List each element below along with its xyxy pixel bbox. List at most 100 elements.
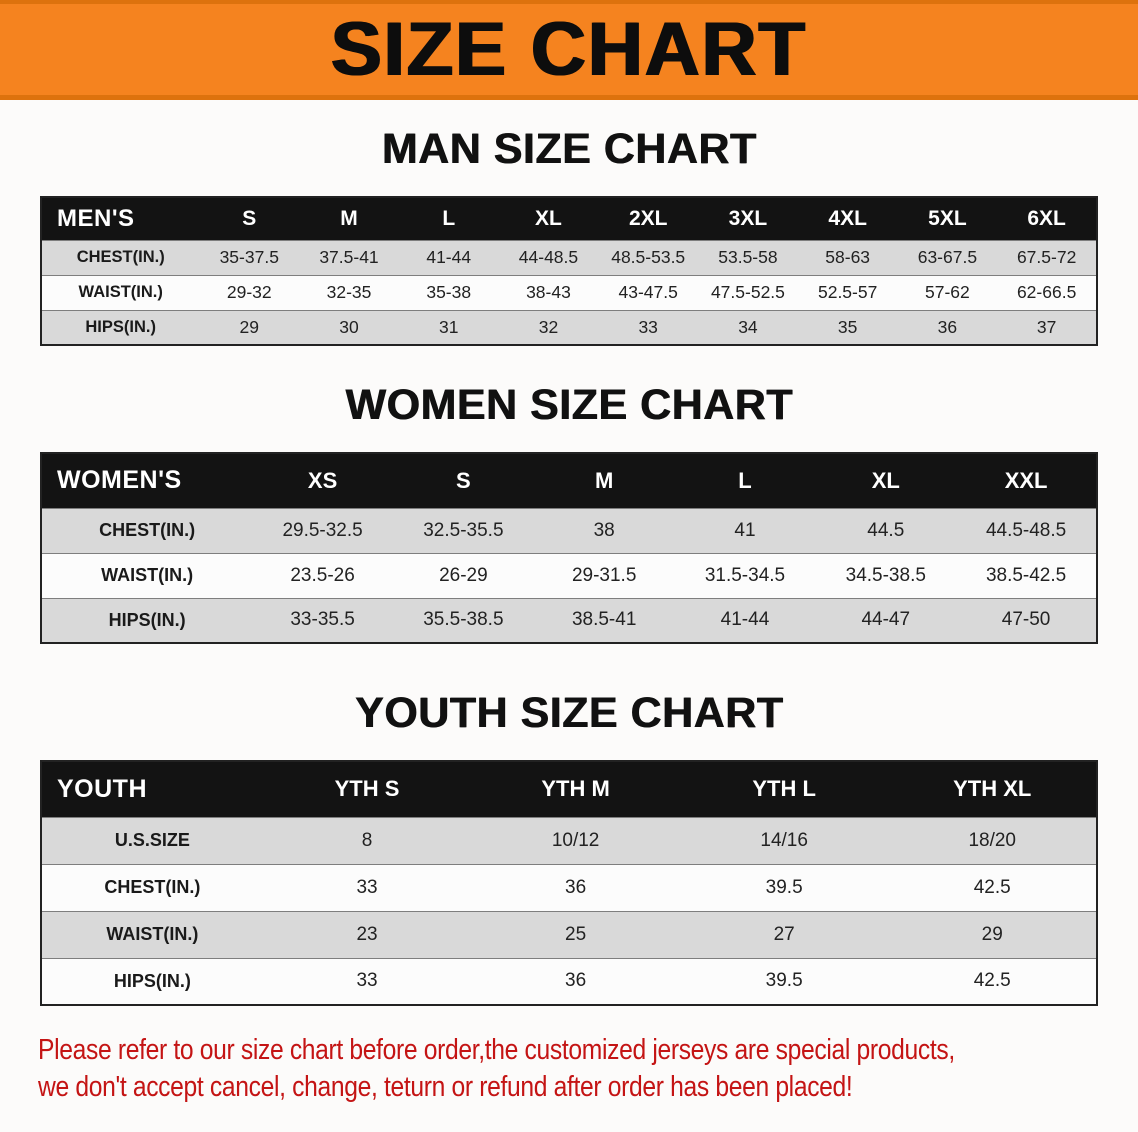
table-title-cell: WOMEN'S bbox=[57, 466, 182, 495]
table-row: CHEST(IN.) 35-37.5 37.5-41 41-44 44-48.5 48.5… bbox=[41, 239, 1097, 275]
value-cell: 35.5-38.5 bbox=[392, 597, 534, 643]
value-cell: 39.5 bbox=[679, 863, 889, 911]
row-label-cell: HIPS(IN.) bbox=[41, 309, 200, 345]
value-cell: 38 bbox=[533, 507, 675, 553]
size-header-cell: M bbox=[340, 206, 358, 230]
table-row: HIPS(IN.) 29 30 31 32 33 34 35 36 37 bbox=[41, 309, 1097, 345]
value-cell: 33 bbox=[262, 863, 472, 911]
table-title-cell: MEN'S bbox=[57, 204, 135, 232]
row-label-cell: HIPS(IN.) bbox=[41, 957, 263, 1005]
value-cell: 36 bbox=[471, 863, 680, 911]
value-cell: 31 bbox=[398, 309, 499, 345]
value-cell: 36 bbox=[471, 957, 680, 1005]
size-header-cell: 6XL bbox=[1027, 206, 1066, 230]
size-header-cell: XL bbox=[535, 206, 562, 230]
value-cell: 34 bbox=[698, 309, 798, 345]
value-cell: 31.5-34.5 bbox=[674, 552, 816, 598]
womens-size-table: WOMEN'S XS S M L XL XXL CHEST(IN.) 29.5-32.5 32.5… bbox=[40, 452, 1098, 644]
men-section-heading: MAN SIZE CHART bbox=[381, 125, 757, 173]
value-cell: 47-50 bbox=[956, 597, 1097, 643]
disclaimer-line-1: Please refer to our size chart before or… bbox=[38, 1034, 955, 1066]
value-cell: 23.5-26 bbox=[252, 552, 393, 598]
size-header-cell: 3XL bbox=[728, 206, 768, 230]
size-header-cell: 5XL bbox=[928, 206, 967, 230]
page-title: SIZE CHART bbox=[331, 6, 807, 92]
value-cell: 35-37.5 bbox=[199, 239, 300, 275]
row-label-cell: CHEST(IN.) bbox=[41, 507, 253, 553]
size-header-cell: XXL bbox=[1004, 467, 1048, 493]
value-cell: 62-66.5 bbox=[997, 274, 1097, 310]
size-header-cell: XL bbox=[871, 467, 900, 493]
value-cell: 29-31.5 bbox=[533, 552, 675, 598]
value-cell: 30 bbox=[299, 309, 399, 345]
value-cell: 41-44 bbox=[674, 597, 816, 643]
row-label-cell: WAIST(IN.) bbox=[41, 274, 200, 310]
value-cell: 37.5-41 bbox=[299, 239, 399, 275]
value-cell: 52.5-57 bbox=[797, 274, 898, 310]
disclaimer-line-2: we don't accept cancel, change, teturn o… bbox=[38, 1070, 853, 1103]
table-header-row: YOUTH YTH S YTH M YTH L YTH XL bbox=[41, 761, 1097, 817]
section-men: MAN SIZE CHART MEN'S S M L XL 2XL 3XL 4XL 5XL 6XL… bbox=[0, 128, 1138, 346]
value-cell: 33 bbox=[598, 309, 699, 345]
table-row: WAIST(IN.) 23.5-26 26-29 29-31.5 31.5-34.5 34… bbox=[41, 552, 1097, 598]
women-section-heading: WOMEN SIZE CHART bbox=[345, 381, 793, 429]
size-header-cell: YTH XL bbox=[953, 776, 1032, 802]
table-row: HIPS(IN.) 33 36 39.5 42.5 bbox=[41, 957, 1097, 1005]
value-cell: 67.5-72 bbox=[997, 239, 1097, 275]
table-title-cell: YOUTH bbox=[57, 774, 147, 803]
section-youth: YOUTH SIZE CHART YOUTH YTH S YTH M YTH L YTH… bbox=[0, 692, 1138, 1006]
youth-size-table: YOUTH YTH S YTH M YTH L YTH XL U.S.SIZE 8 10/12… bbox=[40, 760, 1098, 1006]
row-label-cell: U.S.SIZE bbox=[41, 816, 263, 864]
youth-section-heading: YOUTH SIZE CHART bbox=[354, 689, 784, 737]
value-cell: 8 bbox=[262, 816, 472, 864]
value-cell: 63-67.5 bbox=[897, 239, 998, 275]
row-label-cell: WAIST(IN.) bbox=[41, 552, 253, 598]
row-label-cell: HIPS(IN.) bbox=[41, 597, 253, 643]
value-cell: 42.5 bbox=[888, 863, 1097, 911]
value-cell: 48.5-53.5 bbox=[598, 239, 699, 275]
size-header-cell: XS bbox=[307, 467, 338, 493]
size-header-cell: 4XL bbox=[828, 206, 867, 230]
size-header-cell: 2XL bbox=[628, 206, 668, 230]
table-row: HIPS(IN.) 33-35.5 35.5-38.5 38.5-41 41-44 44-… bbox=[41, 597, 1097, 643]
table-header-row: MEN'S S M L XL 2XL 3XL 4XL 5XL 6XL bbox=[41, 197, 1097, 240]
value-cell: 39.5 bbox=[679, 957, 889, 1005]
value-cell: 32-35 bbox=[299, 274, 399, 310]
size-header-cell: YTH L bbox=[752, 776, 816, 802]
table-row: CHEST(IN.) 33 36 39.5 42.5 bbox=[41, 863, 1097, 911]
size-header-cell: YTH M bbox=[541, 776, 610, 802]
value-cell: 43-47.5 bbox=[598, 274, 699, 310]
value-cell: 37 bbox=[997, 309, 1097, 345]
section-women: WOMEN SIZE CHART WOMEN'S XS S M L XL XXL CHEST(… bbox=[0, 384, 1138, 644]
value-cell: 41 bbox=[674, 507, 816, 553]
disclaimer-note: Please refer to our size chart before or… bbox=[38, 1032, 1138, 1106]
value-cell: 32.5-35.5 bbox=[392, 507, 534, 553]
value-cell: 14/16 bbox=[679, 816, 889, 864]
value-cell: 29 bbox=[199, 309, 300, 345]
value-cell: 44.5 bbox=[815, 507, 957, 553]
size-header-cell: S bbox=[456, 467, 471, 493]
row-label-cell: WAIST(IN.) bbox=[41, 910, 263, 958]
size-header-cell: M bbox=[595, 467, 614, 493]
value-cell: 18/20 bbox=[888, 816, 1097, 864]
value-cell: 29-32 bbox=[199, 274, 300, 310]
value-cell: 23 bbox=[262, 910, 472, 958]
value-cell: 58-63 bbox=[797, 239, 898, 275]
value-cell: 32 bbox=[498, 309, 599, 345]
table-row: U.S.SIZE 8 10/12 14/16 18/20 bbox=[41, 816, 1097, 864]
value-cell: 57-62 bbox=[897, 274, 998, 310]
value-cell: 38-43 bbox=[498, 274, 599, 310]
size-header-cell: S bbox=[242, 206, 257, 230]
row-label-cell: CHEST(IN.) bbox=[41, 863, 263, 911]
value-cell: 29.5-32.5 bbox=[252, 507, 393, 553]
row-label-cell: CHEST(IN.) bbox=[41, 239, 200, 275]
value-cell: 33-35.5 bbox=[252, 597, 393, 643]
value-cell: 44-47 bbox=[815, 597, 957, 643]
value-cell: 53.5-58 bbox=[698, 239, 798, 275]
table-row: WAIST(IN.) 29-32 32-35 35-38 38-43 43-47.5 47.… bbox=[41, 274, 1097, 310]
value-cell: 47.5-52.5 bbox=[698, 274, 798, 310]
value-cell: 10/12 bbox=[471, 816, 680, 864]
value-cell: 29 bbox=[888, 910, 1097, 958]
value-cell: 38.5-42.5 bbox=[956, 552, 1097, 598]
